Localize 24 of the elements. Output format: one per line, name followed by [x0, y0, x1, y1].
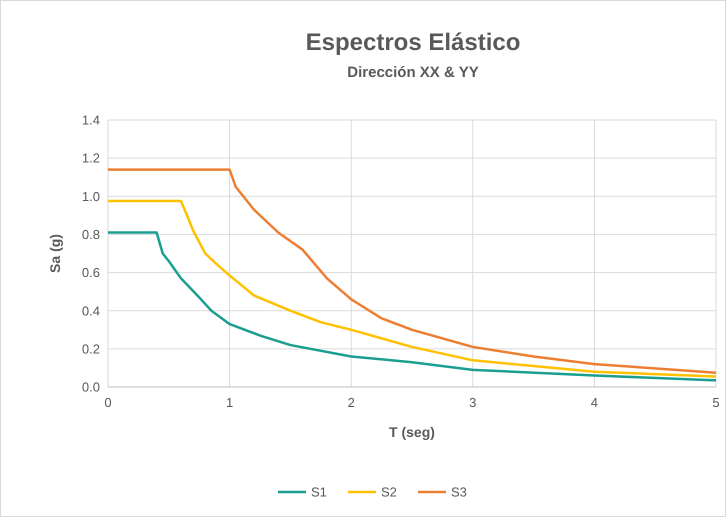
line-series [106, 200, 718, 378]
legend-label: S3 [451, 484, 467, 500]
legend-label: S2 [381, 484, 397, 500]
x-tick-label: 0 [104, 395, 112, 410]
y-tick-label: 1.4 [82, 112, 100, 128]
y-tick-label: 1.2 [82, 150, 100, 166]
chart-subtitle: Dirección XX & YY [347, 64, 479, 81]
y-tick-label: 0.6 [82, 265, 100, 280]
x-tick-label: 5 [712, 395, 720, 410]
line-series [106, 231, 718, 382]
x-axis-title: T (seg) [389, 424, 435, 440]
x-tick-label: 1 [226, 395, 234, 410]
legend-label: S1 [311, 484, 327, 500]
y-axis-title: Sa (g) [47, 234, 63, 273]
y-tick-label: 0.2 [82, 341, 100, 356]
x-tick-label: 3 [469, 395, 476, 410]
x-tick-label: 2 [348, 395, 355, 410]
y-tick-label: 1.0 [82, 188, 100, 204]
y-tick-label: 0.4 [82, 303, 100, 318]
y-tick-label: 0.8 [82, 226, 100, 242]
x-tick-label: 4 [590, 395, 598, 410]
y-tick-label: 0.0 [82, 380, 100, 395]
line-series [106, 168, 718, 374]
chart-title: Espectros Elástico [306, 29, 520, 56]
